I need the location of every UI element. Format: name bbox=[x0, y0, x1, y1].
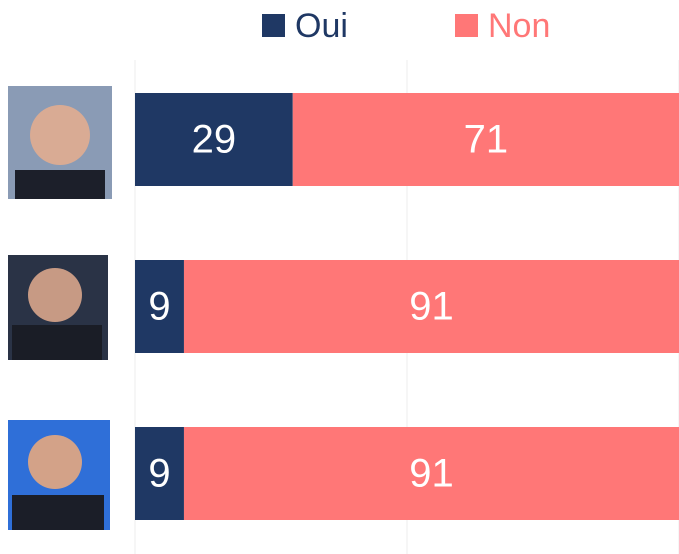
legend-swatch bbox=[262, 14, 285, 37]
photo-face bbox=[30, 105, 90, 165]
data-label: 9 bbox=[148, 452, 170, 496]
chart: Oui Non 29 71 9 91 9 91 bbox=[0, 0, 679, 554]
photos bbox=[8, 86, 112, 530]
legend-label: Oui bbox=[295, 7, 348, 45]
photo-suit bbox=[12, 325, 102, 360]
legend-label: Non bbox=[488, 7, 550, 45]
photo-face bbox=[28, 268, 82, 322]
data-label: 91 bbox=[409, 285, 454, 329]
photo-face bbox=[28, 435, 82, 489]
data-label: 29 bbox=[192, 118, 237, 162]
legend-swatch bbox=[455, 14, 478, 37]
photo-suit bbox=[12, 495, 104, 530]
data-label: 91 bbox=[409, 452, 454, 496]
data-label: 71 bbox=[464, 118, 509, 162]
photo-suit bbox=[15, 170, 105, 199]
data-label: 9 bbox=[148, 285, 170, 329]
